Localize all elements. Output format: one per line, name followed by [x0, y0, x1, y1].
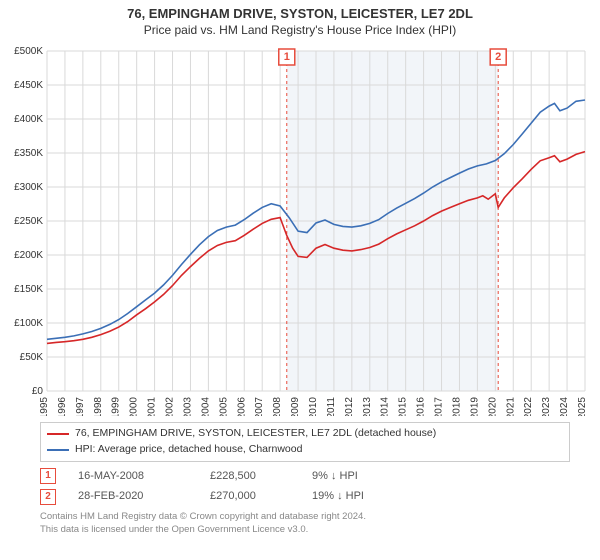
svg-text:2018: 2018: [451, 397, 462, 416]
svg-text:£450K: £450K: [14, 80, 43, 91]
svg-text:£200K: £200K: [14, 250, 43, 261]
chart-subtitle: Price paid vs. HM Land Registry's House …: [0, 23, 600, 37]
svg-text:2002: 2002: [165, 397, 176, 416]
sale-row: 2 28-FEB-2020 £270,000 19% ↓ HPI: [40, 486, 570, 507]
svg-text:£0: £0: [32, 386, 44, 397]
svg-text:2000: 2000: [129, 397, 140, 416]
svg-text:£100K: £100K: [14, 318, 43, 329]
svg-text:2010: 2010: [308, 397, 319, 416]
footer-line: This data is licensed under the Open Gov…: [40, 524, 570, 537]
svg-text:2009: 2009: [290, 397, 301, 416]
chart-header: 76, EMPINGHAM DRIVE, SYSTON, LEICESTER, …: [0, 0, 600, 41]
svg-text:2016: 2016: [416, 397, 427, 416]
svg-text:1998: 1998: [93, 397, 104, 416]
svg-text:2014: 2014: [380, 397, 391, 416]
svg-text:£50K: £50K: [20, 352, 44, 363]
svg-text:2003: 2003: [182, 397, 193, 416]
legend-item-hpi: HPI: Average price, detached house, Char…: [47, 442, 563, 458]
sale-date: 28-FEB-2020: [78, 486, 188, 507]
chart-legend: 76, EMPINGHAM DRIVE, SYSTON, LEICESTER, …: [40, 422, 570, 462]
svg-text:2019: 2019: [469, 397, 480, 416]
svg-text:2015: 2015: [398, 397, 409, 416]
sale-marker-icon: 1: [40, 468, 56, 484]
svg-text:£400K: £400K: [14, 114, 43, 125]
svg-text:2007: 2007: [254, 397, 265, 416]
svg-text:1996: 1996: [57, 397, 68, 416]
svg-text:2013: 2013: [362, 397, 373, 416]
svg-text:2021: 2021: [505, 397, 516, 416]
svg-text:1: 1: [284, 51, 290, 63]
svg-text:1995: 1995: [39, 397, 50, 416]
sale-diff: 19% ↓ HPI: [312, 486, 402, 507]
svg-text:£500K: £500K: [14, 46, 43, 57]
legend-swatch: [47, 433, 69, 435]
legend-label: 76, EMPINGHAM DRIVE, SYSTON, LEICESTER, …: [75, 426, 436, 442]
sales-table: 1 16-MAY-2008 £228,500 9% ↓ HPI 2 28-FEB…: [40, 466, 570, 508]
chart-title: 76, EMPINGHAM DRIVE, SYSTON, LEICESTER, …: [0, 6, 600, 21]
svg-text:2024: 2024: [559, 397, 570, 416]
svg-text:2008: 2008: [272, 397, 283, 416]
svg-text:£250K: £250K: [14, 216, 43, 227]
svg-text:2: 2: [495, 51, 501, 63]
sale-row: 1 16-MAY-2008 £228,500 9% ↓ HPI: [40, 466, 570, 487]
sale-date: 16-MAY-2008: [78, 466, 188, 487]
svg-text:2017: 2017: [434, 397, 445, 416]
svg-text:2005: 2005: [218, 397, 229, 416]
price-chart: £0 £50K £100K £150K £200K £250K £300K £350K £400…: [5, 41, 595, 416]
sale-price: £228,500: [210, 466, 290, 487]
svg-text:£150K: £150K: [14, 284, 43, 295]
svg-text:1997: 1997: [75, 397, 86, 416]
svg-text:£350K: £350K: [14, 148, 43, 159]
legend-item-property: 76, EMPINGHAM DRIVE, SYSTON, LEICESTER, …: [47, 426, 563, 442]
chart-svg: £0 £50K £100K £150K £200K £250K £300K £350K £400…: [5, 41, 595, 416]
svg-text:£300K: £300K: [14, 182, 43, 193]
legend-label: HPI: Average price, detached house, Char…: [75, 442, 302, 458]
legend-swatch: [47, 449, 69, 451]
svg-text:2012: 2012: [344, 397, 355, 416]
svg-text:1999: 1999: [111, 397, 122, 416]
sale-price: £270,000: [210, 486, 290, 507]
svg-text:2025: 2025: [577, 397, 588, 416]
svg-text:2006: 2006: [236, 397, 247, 416]
sale-diff: 9% ↓ HPI: [312, 466, 402, 487]
svg-text:2004: 2004: [200, 397, 211, 416]
footer-line: Contains HM Land Registry data © Crown c…: [40, 511, 570, 524]
footer-attribution: Contains HM Land Registry data © Crown c…: [40, 511, 570, 537]
svg-text:2023: 2023: [541, 397, 552, 416]
sale-marker-icon: 2: [40, 489, 56, 505]
svg-text:2001: 2001: [147, 397, 158, 416]
svg-text:2022: 2022: [523, 397, 534, 416]
svg-text:2011: 2011: [326, 397, 337, 416]
svg-text:2020: 2020: [487, 397, 498, 416]
